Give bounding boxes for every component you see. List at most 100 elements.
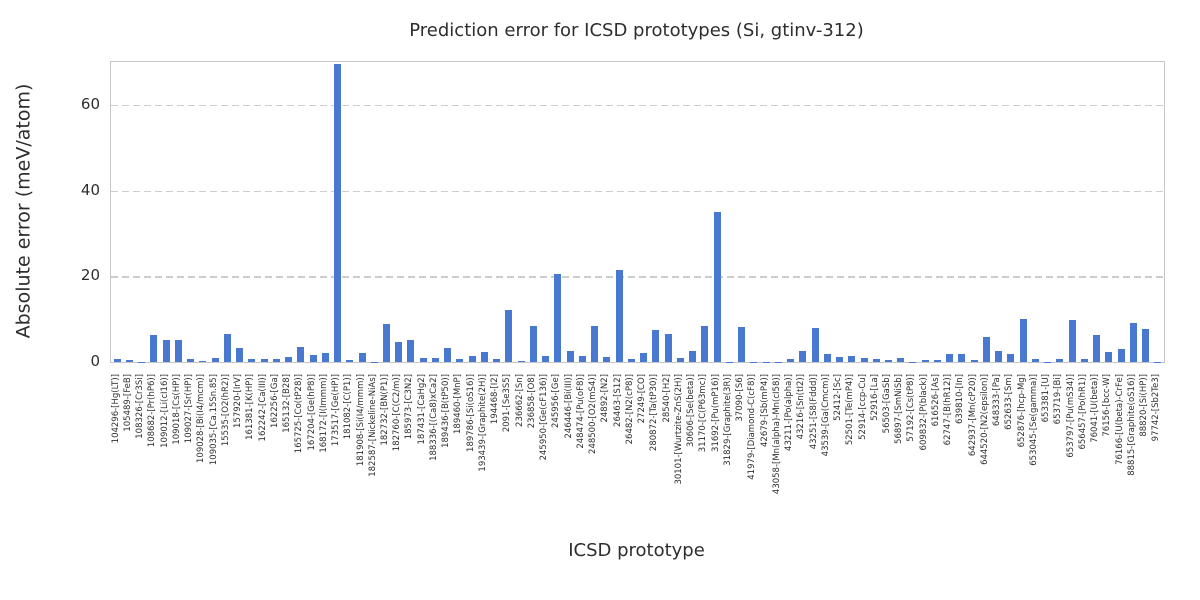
x-tick-label-text: 109027-[Sr(HP)]: [184, 374, 195, 444]
bar: [150, 334, 158, 362]
bar: [456, 359, 464, 362]
bar: [297, 347, 305, 362]
bar: [1129, 323, 1137, 362]
x-tick-label-text: 56897-[SmNiSb]: [894, 374, 905, 444]
x-tick-label-text: 52412-[Sc]: [833, 374, 844, 421]
bar: [285, 356, 293, 362]
x-tick-label-text: 76041-[U(beta)]: [1090, 374, 1101, 443]
x-tick-label-text: 108326-[Cr3Si]: [135, 374, 146, 439]
x-tick-label-text: 88820-[Si(HP)]: [1139, 374, 1150, 437]
gridline-y60: [111, 104, 1164, 107]
bar: [1093, 334, 1101, 362]
bar: [640, 353, 648, 362]
x-tick-label-text: 43216-[Sn(tI2)]: [796, 374, 807, 440]
x-tick-label-text: 165725-[Co(tP28)]: [294, 374, 305, 454]
x-tick-label-text: 52916-[La]: [869, 374, 880, 421]
x-tick-label-text: 157920-[IrV]: [233, 374, 244, 428]
x-tick-label-text: 24892-[N2]: [600, 374, 611, 423]
x-tick-label-text: 56503-[GaSb]: [882, 374, 892, 434]
x-tick-label-text: 52914-[ccp-Cu]: [857, 374, 868, 440]
bar: [223, 333, 231, 362]
x-axis-label: ICSD prototype: [568, 540, 705, 561]
bar: [187, 358, 195, 362]
x-tick-label-text: 653045-[Se(gamma)]: [1028, 374, 1039, 466]
bar: [1080, 359, 1088, 362]
bar: [505, 309, 513, 362]
bar: [713, 212, 721, 362]
bar: [1105, 352, 1113, 362]
x-tick-label-text: 109018-[Cs(HP)]: [171, 374, 182, 445]
x-tick-label-text: 236858-[O8]: [526, 374, 537, 429]
y-axis-label: Absolute error (meV/atom): [6, 61, 40, 361]
x-tick-label-text: 109012-[Li(cI16)]: [159, 374, 170, 448]
bar: [162, 340, 170, 362]
x-tick-label-text: 52501-[Te(mP4)]: [845, 374, 856, 446]
bar: [113, 358, 121, 362]
bar: [995, 350, 1003, 362]
x-tick-label-text: 245950-[Ge(cF136)]: [539, 374, 550, 461]
bar: [921, 359, 929, 362]
x-tick-label-text: 653381-[U]: [1041, 374, 1052, 423]
bar: [1117, 349, 1125, 362]
bar: [395, 342, 403, 362]
bar: [1019, 319, 1027, 362]
x-tick-label-text: 182732-[BN(P1)]: [379, 374, 390, 446]
bar: [836, 356, 844, 362]
bar: [1142, 329, 1150, 362]
bar: [591, 326, 599, 362]
x-tick-label-text: 639810-[In]: [955, 374, 966, 425]
x-tick-label-text: 653797-[Pu(mS34)]: [1065, 374, 1076, 458]
y-tick-label: 40: [80, 180, 100, 199]
x-tick-label-text: 31692-[Pu(mP16)]: [710, 374, 721, 452]
x-tick-label-text: 194468-[I2]: [490, 374, 501, 425]
x-tick-label-text: 193439-[Graphite(2H)]: [477, 374, 488, 472]
x-tick-label-text: 652633-[Sm]: [1004, 374, 1015, 430]
bar: [346, 360, 354, 362]
bar: [603, 356, 611, 362]
bar: [946, 353, 954, 362]
bar: [958, 353, 966, 362]
x-tick-label-text: 653719-[Bi]: [1053, 374, 1064, 425]
bar: [554, 274, 562, 362]
bar: [615, 269, 623, 362]
x-tick-label-text: 37090-[S6]: [735, 374, 746, 422]
y-tick-label: 0: [90, 352, 100, 370]
x-tick-label-text: 42679-[Sb(mP4)]: [759, 374, 770, 447]
y-tick-labels: 0 20 40 60: [52, 61, 100, 370]
plot-area: [110, 61, 1165, 363]
x-tick-label-text: 2091-[Se3S5]: [502, 374, 513, 433]
x-tick-label-text: 31170-[C(P63mc)]: [698, 374, 709, 453]
bar: [493, 358, 501, 362]
x-tick-label-text: 644520-[N2(epsilon)]: [979, 374, 990, 465]
bar: [1031, 359, 1039, 362]
bar: [566, 350, 574, 362]
x-tick-label-text: 30606-[Se(beta)]: [686, 374, 697, 448]
y-axis-label-text: Absolute error (meV/atom): [12, 83, 35, 339]
x-tick-label-text: 43211-[Po(alpha)]: [784, 374, 795, 451]
x-tick-label-text: 104296-[Hg(LT)]: [110, 374, 121, 444]
x-tick-label-text: 76156-[bcc-W]: [1102, 374, 1113, 437]
x-tick-label-text: 41979-[Diamond-C(cF8)]: [747, 374, 758, 480]
gridline-y40: [111, 190, 1164, 193]
x-tick-label-text: 648333-[Pa]: [992, 374, 1003, 427]
bar: [933, 360, 941, 362]
x-tick-label-text: 88815-[Graphite(oS16)]: [1126, 374, 1137, 476]
x-tick-label-text: 165132-[B28]: [282, 374, 293, 433]
x-tick-label: 97742-[Sb2Te3]: [1151, 366, 1200, 441]
bar: [199, 361, 207, 362]
bar: [125, 360, 133, 362]
x-tick-label-text: 656457-[Po(hR1)]: [1077, 374, 1088, 450]
bar: [872, 358, 880, 362]
bar: [738, 326, 746, 362]
bar: [260, 359, 268, 362]
gridline-y20: [111, 276, 1164, 278]
bar: [860, 357, 868, 362]
x-tick-label-text: 43539-[Ga(Cmcm)]: [820, 374, 831, 457]
x-tick-label-text: 167204-[Ge(hP8)]: [306, 374, 317, 451]
bar: [382, 324, 390, 362]
bar: [431, 357, 439, 362]
bar: [542, 356, 550, 362]
bar: [982, 337, 990, 362]
bar: [664, 334, 672, 362]
